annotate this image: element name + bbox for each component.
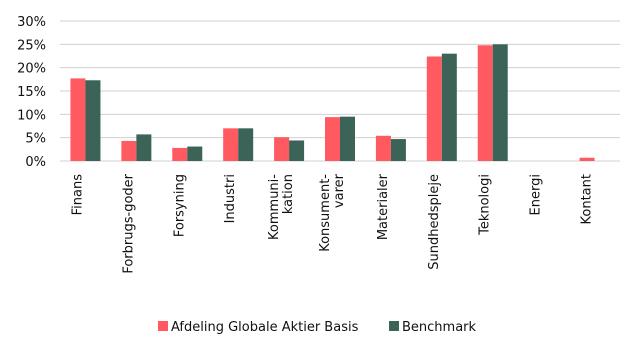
x-category-label: Teknologi xyxy=(478,174,493,236)
bar xyxy=(121,140,137,161)
bar xyxy=(187,146,203,161)
bar xyxy=(426,56,442,161)
bar xyxy=(375,135,391,161)
y-tick-label: 10% xyxy=(17,108,46,123)
legend-label: Benchmark xyxy=(402,320,477,335)
x-category-label: varer xyxy=(332,173,347,208)
bar xyxy=(274,137,290,161)
bar xyxy=(477,45,493,162)
bar xyxy=(325,117,340,161)
x-category-label: Kommuni- xyxy=(267,174,282,240)
legend-swatch xyxy=(158,321,168,331)
bar xyxy=(579,157,595,161)
y-tick-label: 15% xyxy=(17,85,46,100)
y-tick-label: 20% xyxy=(17,62,46,77)
y-tick-label: 25% xyxy=(17,38,46,53)
legend-label: Afdeling Globale Aktier Basis xyxy=(171,320,359,335)
y-tick-label: 0% xyxy=(25,155,46,170)
x-category-label: Forbrugs-goder xyxy=(121,173,136,273)
bar xyxy=(223,128,239,161)
bar xyxy=(85,80,101,161)
bar xyxy=(238,128,254,161)
x-category-label: Kontant xyxy=(580,174,595,224)
bar xyxy=(70,78,86,161)
x-category-label: Industri xyxy=(223,174,238,223)
x-category-label: Finans xyxy=(70,174,85,216)
x-category-label: Energi xyxy=(529,174,544,215)
x-category-label: Forsyning xyxy=(172,174,187,237)
bar xyxy=(340,116,355,161)
x-category-label: Konsument- xyxy=(318,174,333,252)
bar xyxy=(172,147,188,161)
x-category-label: Sundhedspleje xyxy=(427,174,442,270)
y-tick-label: 30% xyxy=(17,15,46,30)
bar xyxy=(441,53,457,161)
bar xyxy=(289,140,305,161)
bar xyxy=(492,44,508,162)
x-category-label: kation xyxy=(281,174,296,214)
legend-swatch xyxy=(389,321,399,331)
y-tick-label: 5% xyxy=(25,132,46,147)
x-category-label: Materialer xyxy=(376,173,391,240)
bar xyxy=(136,134,152,161)
bar xyxy=(390,139,406,161)
